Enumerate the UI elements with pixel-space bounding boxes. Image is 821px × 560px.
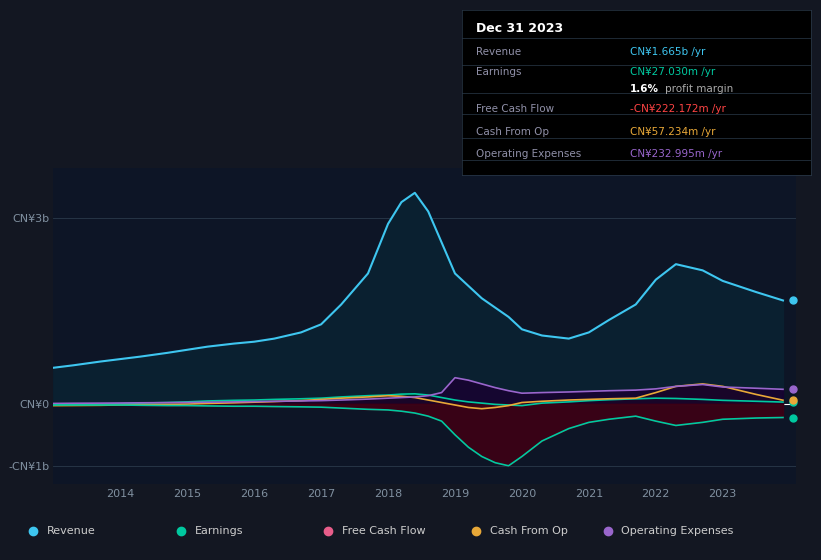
Text: Earnings: Earnings <box>476 67 521 77</box>
Text: 1.6%: 1.6% <box>630 83 658 94</box>
Text: Earnings: Earnings <box>195 526 243 536</box>
Text: profit margin: profit margin <box>665 83 733 94</box>
Text: Cash From Op: Cash From Op <box>490 526 568 536</box>
Text: Revenue: Revenue <box>47 526 95 536</box>
Text: CN¥57.234m /yr: CN¥57.234m /yr <box>630 127 715 137</box>
Text: CN¥232.995m /yr: CN¥232.995m /yr <box>630 149 722 159</box>
Text: Free Cash Flow: Free Cash Flow <box>342 526 426 536</box>
Text: CN¥1.665b /yr: CN¥1.665b /yr <box>630 47 705 57</box>
Text: CN¥27.030m /yr: CN¥27.030m /yr <box>630 67 715 77</box>
Text: Revenue: Revenue <box>476 47 521 57</box>
Text: Operating Expenses: Operating Expenses <box>476 149 581 159</box>
Text: Cash From Op: Cash From Op <box>476 127 549 137</box>
Text: Free Cash Flow: Free Cash Flow <box>476 104 554 114</box>
Text: Dec 31 2023: Dec 31 2023 <box>476 22 563 35</box>
Text: -CN¥222.172m /yr: -CN¥222.172m /yr <box>630 104 726 114</box>
Text: Operating Expenses: Operating Expenses <box>621 526 734 536</box>
